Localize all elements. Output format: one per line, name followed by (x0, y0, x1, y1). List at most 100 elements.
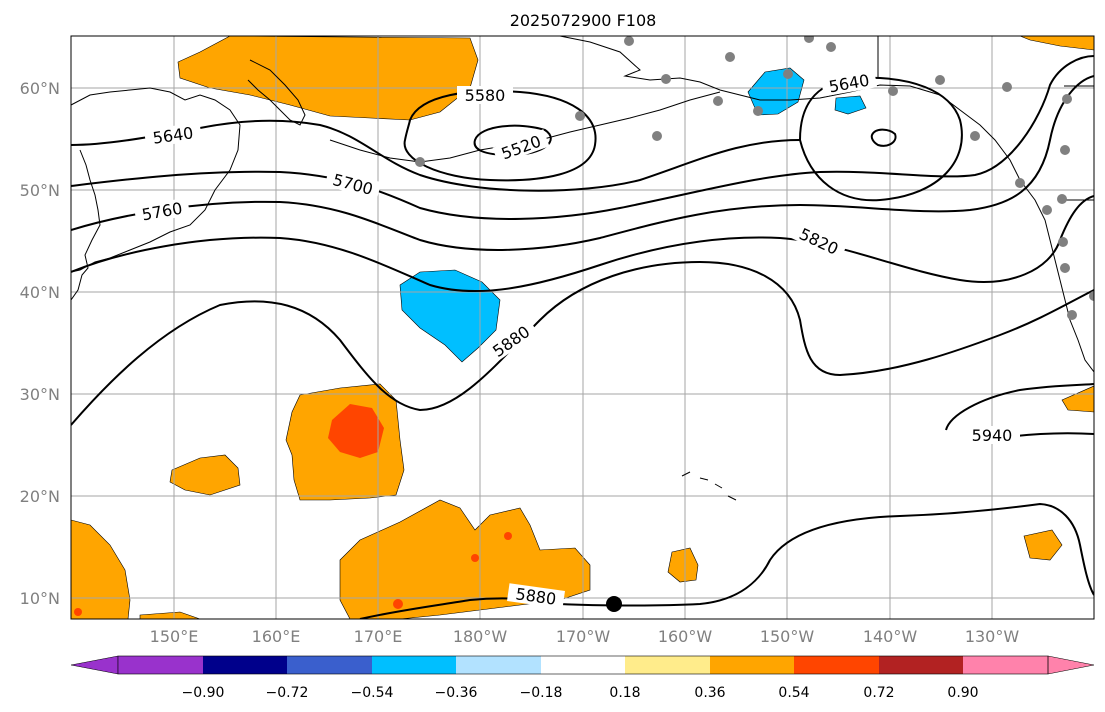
station-dot (1089, 291, 1094, 301)
station-dot (1067, 310, 1077, 320)
lon-label: 170°W (556, 627, 611, 646)
map-title: 2025072900 F108 (510, 11, 657, 30)
station-dot (725, 52, 735, 62)
lon-label: 150°W (760, 627, 815, 646)
station-dot (1002, 82, 1012, 92)
coastline-hawaii (681, 471, 737, 501)
lon-label: 170°E (354, 627, 403, 646)
contour-label: 5820 (796, 224, 841, 258)
lon-label: 130°W (965, 627, 1020, 646)
longitude-labels: 150°E 160°E 170°E 180°W 170°W 160°W 150°… (150, 627, 1020, 646)
station-dot (624, 36, 634, 46)
colorbar-segment (456, 656, 541, 674)
colorbar-arrow-low (70, 655, 119, 675)
anomaly-area-northwest (177, 36, 479, 121)
station-dot (888, 86, 898, 96)
station-dot (935, 75, 945, 85)
colorbar-segment (794, 656, 879, 674)
colorbar-tick-label: −0.72 (266, 685, 309, 701)
colorbar-tick-label: −0.36 (435, 685, 478, 701)
anomaly-dot (504, 532, 512, 540)
contour-label: 5580 (465, 86, 506, 105)
lat-label: 20°N (20, 487, 60, 506)
station-dot (1057, 194, 1067, 204)
coastline-asia (71, 87, 241, 273)
contour-5700 (71, 55, 1094, 220)
contour-5880-south (359, 502, 1094, 619)
anomaly-area-gulf-blue (747, 67, 805, 116)
contour-label: 5640 (827, 71, 870, 97)
anomaly-area-northeast (1019, 36, 1094, 51)
anomaly-dot (393, 599, 403, 609)
lat-label: 40°N (20, 283, 60, 302)
colorbar-outline (117, 655, 1049, 675)
map-area: 5580 5520 5640 5640 5700 5760 5820 5880 … (71, 36, 1094, 619)
colorbar-tick-label: −0.90 (182, 685, 225, 701)
lat-label: 10°N (20, 589, 60, 608)
station-dot (783, 69, 793, 79)
latitude-labels: 60°N 50°N 40°N 30°N 20°N 10°N (20, 79, 60, 608)
lat-label: 50°N (20, 181, 60, 200)
station-dot (1058, 237, 1068, 247)
colorbar-segment (879, 656, 963, 674)
anomaly-area-southwest (71, 519, 131, 619)
contour-label: 5700 (331, 170, 375, 199)
strong-anomaly-areas (74, 404, 512, 616)
station-dot (970, 131, 980, 141)
station-dot (575, 111, 585, 121)
negative-anomaly-areas (399, 67, 867, 363)
anomaly-area-pacific-blue (399, 269, 501, 363)
contour-5760 (71, 75, 1094, 251)
station-dot (1042, 205, 1052, 215)
lon-label: 150°E (150, 627, 199, 646)
coastline-kamchatka (247, 59, 306, 126)
colorbar-segment (963, 656, 1048, 674)
contour-5640-ring (870, 128, 897, 147)
station-dot (1060, 145, 1070, 155)
station-dot (1015, 178, 1025, 188)
anomaly-area-east-edge (1061, 385, 1094, 413)
colorbar-arrow-high (1047, 655, 1095, 675)
contour-label: 5940 (972, 426, 1013, 445)
station-dot (1062, 94, 1072, 104)
colorbar-segment (118, 656, 203, 674)
station-dot (415, 157, 425, 167)
station-dot (713, 96, 723, 106)
anomaly-core-central (328, 404, 384, 458)
lon-label: 160°E (252, 627, 301, 646)
borders (877, 36, 1094, 201)
contour-5520 (473, 124, 552, 157)
station-markers (415, 36, 1094, 320)
contour-label: 5520 (499, 132, 544, 164)
colorbar-segment (287, 656, 372, 674)
coastline-alaska (559, 36, 1061, 281)
colorbar: −0.90 −0.72 −0.54 −0.36 −0.18 0.18 0.36 … (70, 655, 1095, 701)
station-dot (652, 131, 662, 141)
colorbar-tick-label: 0.54 (778, 685, 809, 701)
anomaly-area-west (169, 454, 241, 496)
colorbar-segment (372, 656, 456, 674)
contour-label: 5640 (152, 123, 195, 147)
coastline-japan (71, 149, 101, 301)
lon-label: 160°W (658, 627, 713, 646)
colorbar-segment (203, 656, 287, 674)
anomaly-area-east-small (1023, 529, 1063, 561)
lat-label: 60°N (20, 79, 60, 98)
colorbar-segment (541, 656, 625, 674)
station-dot (804, 36, 814, 43)
contour-labels: 5580 5520 5640 5640 5700 5760 5820 5880 … (133, 69, 1020, 609)
anomaly-dot (471, 554, 479, 562)
lon-label: 140°W (863, 627, 918, 646)
map-frame (70, 35, 1095, 620)
colorbar-segment (710, 656, 794, 674)
anomaly-dot (74, 608, 82, 616)
station-dot (1060, 263, 1070, 273)
anomaly-area-gulf-blue-small (834, 95, 867, 115)
colorbar-tick-label: 0.36 (694, 685, 725, 701)
colorbar-tick-label: −0.18 (520, 685, 563, 701)
colorbar-segment (625, 656, 710, 674)
colorbar-tick-label: 0.90 (947, 685, 978, 701)
station-dot (661, 74, 671, 84)
station-dot (826, 42, 836, 52)
